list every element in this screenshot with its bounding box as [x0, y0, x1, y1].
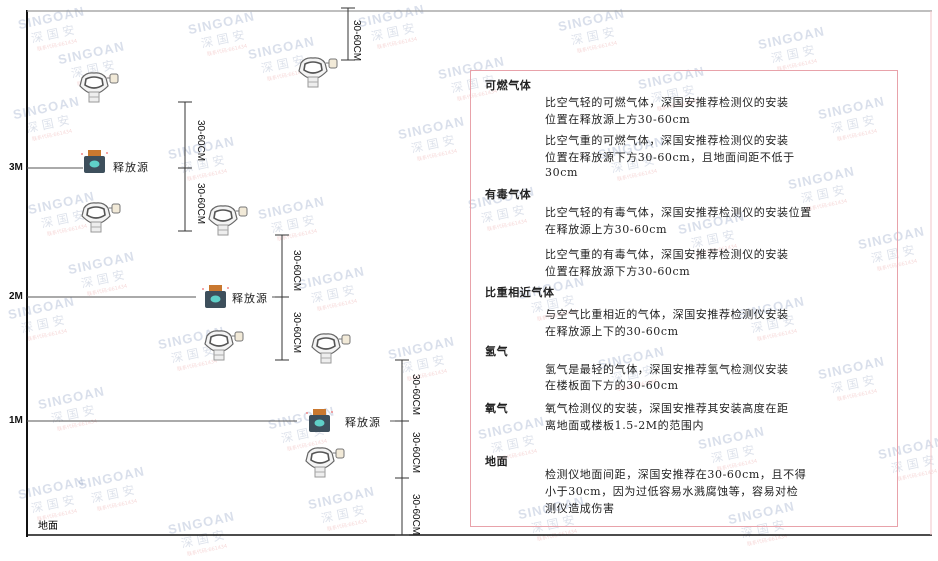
dimension-label: 30-60CM [410, 494, 421, 536]
section-title-toxic: 有毒气体 [485, 188, 532, 201]
dimension-label: 30-60CM [410, 432, 421, 474]
section-title-combustible: 可燃气体 [485, 79, 532, 92]
dimension-line [178, 167, 192, 232]
dimension-label: 30-60CM [351, 20, 362, 62]
section-title-hydrogen: 氢气 [485, 345, 509, 358]
dimension-line [275, 234, 289, 298]
gas-detector-icon [81, 202, 121, 233]
panel-text: 在楼板面下方的30-60cm [545, 379, 679, 392]
dimension-label: 30-60CM [195, 183, 206, 225]
panel-text: 位置在释放源下方30-60cm [545, 265, 691, 278]
gas-detector-icon [298, 57, 338, 88]
dimension-line [178, 101, 192, 169]
dimension-line [395, 420, 409, 479]
installation-diagram [26, 7, 932, 537]
dimension-label: 30-60CM [410, 374, 421, 416]
release-source-icon [306, 409, 333, 432]
panel-text: 在释放源上方30-60cm [545, 223, 668, 236]
release-source-icon [81, 150, 108, 173]
panel-text: 比空气轻的可燃气体，深国安推荐检测仪的安装 [545, 96, 789, 109]
height-label-2m: 2M [9, 291, 23, 302]
dimension-line [341, 7, 355, 61]
recommendation-panel: 可燃气体 比空气轻的可燃气体，深国安推荐检测仪的安装 位置在释放源上方30-60… [470, 70, 898, 527]
release-source-icon [202, 285, 229, 308]
gas-detector-icon [311, 333, 351, 364]
section-title-oxygen: 氧气 [485, 402, 509, 415]
dimension-label: 30-60CM [291, 250, 302, 292]
source-label: 释放源 [232, 292, 268, 305]
gas-detector-icon [305, 447, 345, 478]
section-title-ground: 地面 [485, 455, 509, 468]
dimension-label: 30-60CM [291, 312, 302, 354]
panel-text: 氧气检测仪的安装，深国安推荐其安装高度在距 [545, 402, 789, 415]
panel-text: 小于30cm，因为过低容易水溅腐蚀等，容易对检 [545, 485, 799, 498]
source-label: 释放源 [113, 161, 149, 174]
panel-text: 比空气重的可燃气体，深国安推荐检测仪的安装 [545, 134, 789, 147]
panel-text: 测仪造成伤害 [545, 502, 615, 515]
dimension-line [395, 359, 409, 422]
panel-text: 比空气轻的有毒气体，深国安推荐检测仪的安装位置 [545, 206, 812, 219]
section-title-similar: 比重相近气体 [485, 286, 555, 299]
panel-text: 检测仪地面间距，深国安推荐在30-60cm，且不得 [545, 468, 807, 481]
height-label-1m: 1M [9, 415, 23, 426]
panel-text: 氢气是最轻的气体，深国安推荐氢气检测仪安装 [545, 363, 789, 376]
dimension-label: 30-60CM [195, 120, 206, 162]
gas-detector-icon [208, 205, 248, 236]
dimension-line [275, 296, 289, 361]
panel-text: 与空气比重相近的气体，深国安推荐检测仪安装 [545, 308, 789, 321]
panel-text: 在释放源上下的30-60cm [545, 325, 679, 338]
panel-text: 离地面或楼板1.5-2M的范围内 [545, 419, 705, 432]
panel-text: 比空气重的有毒气体，深国安推荐检测仪的安装 [545, 248, 789, 261]
height-label-3m: 3M [9, 162, 23, 173]
panel-text: 位置在释放源上方30-60cm [545, 113, 691, 126]
gas-detector-icon [79, 72, 119, 103]
source-label: 释放源 [345, 416, 381, 429]
panel-text: 位置在释放源下方30-60cm，且地面间距不低于 [545, 151, 795, 164]
floor-label: 地面 [38, 521, 58, 532]
panel-text: 30cm [545, 166, 578, 179]
dimension-line [395, 477, 409, 536]
gas-detector-icon [204, 330, 244, 361]
